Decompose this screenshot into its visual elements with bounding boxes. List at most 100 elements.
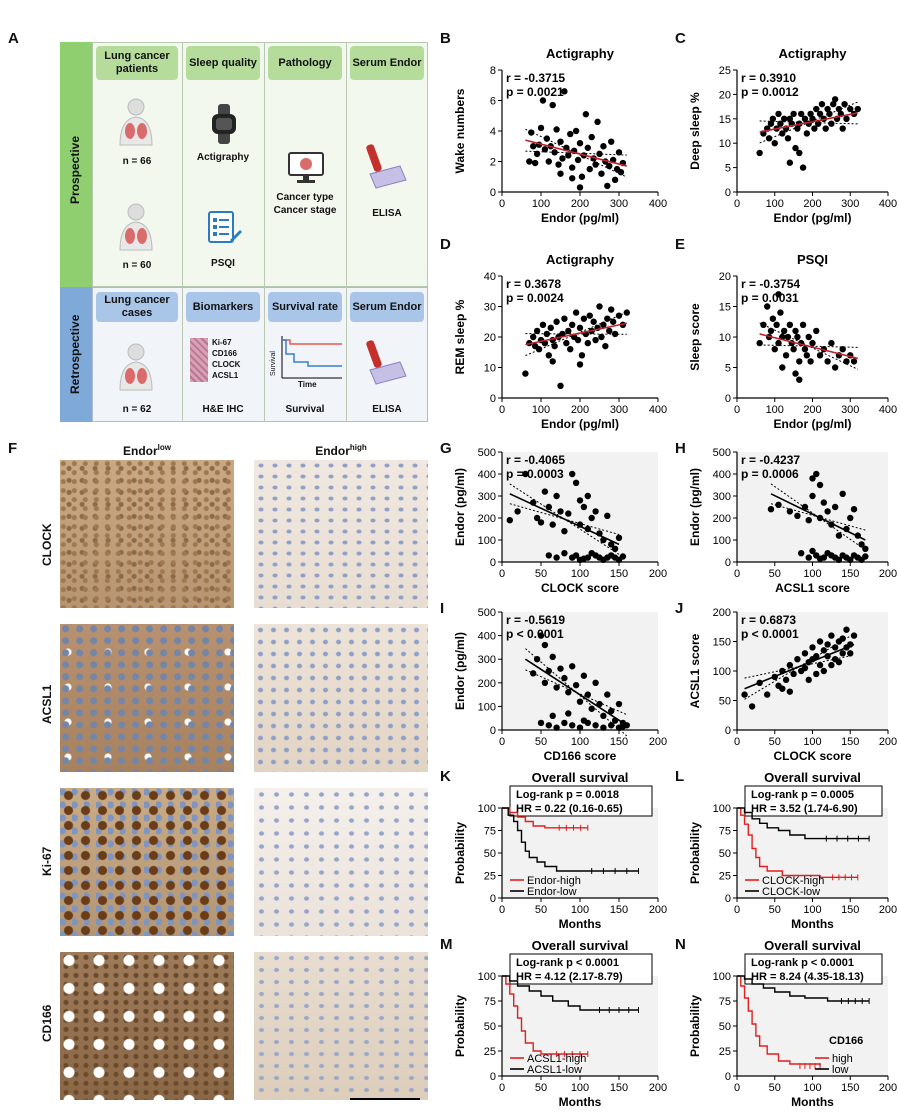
- data-point: [828, 661, 835, 669]
- survival-curve: [502, 975, 639, 1011]
- survival-curve: [502, 807, 588, 829]
- data-point: [816, 352, 824, 359]
- data-point: [809, 115, 816, 123]
- survival-curve: [737, 975, 870, 1002]
- data-point: [588, 705, 595, 712]
- y-tick-label: 5: [725, 363, 731, 375]
- data-point: [551, 342, 558, 350]
- data-point: [796, 376, 803, 383]
- x-tick-label: 100: [803, 736, 821, 748]
- data-point: [805, 676, 812, 684]
- r-value: r = -0.4237: [741, 453, 800, 467]
- p-value: p = 0.0024: [506, 291, 564, 305]
- data-point: [816, 661, 824, 669]
- regression-line: [509, 493, 620, 546]
- data-point: [580, 315, 588, 322]
- y-tick-label: 0: [490, 557, 496, 569]
- data-point: [608, 138, 615, 145]
- header-pathology: Pathology: [268, 46, 342, 80]
- patient-lungs-icon: [119, 343, 153, 391]
- watch-icon: [212, 104, 236, 144]
- x-tick-label: 100: [803, 1082, 821, 1094]
- data-point: [826, 110, 833, 118]
- data-point: [828, 632, 835, 639]
- x-tick-label: 50: [769, 904, 781, 916]
- header-biomarkers: Biomarkers: [186, 292, 260, 322]
- x-tick-label: 150: [610, 736, 628, 748]
- data-point: [557, 508, 564, 515]
- data-point: [551, 149, 558, 156]
- data-point: [590, 318, 597, 325]
- y-tick-label: 15: [719, 302, 731, 314]
- patient-lungs-icon: [119, 98, 153, 146]
- data-point: [809, 475, 816, 482]
- data-point: [606, 162, 613, 170]
- y-tick-label: 75: [484, 826, 496, 838]
- data-point: [773, 321, 780, 328]
- data-point: [809, 339, 816, 347]
- data-point: [748, 703, 756, 710]
- data-point: [767, 506, 775, 513]
- data-point: [598, 170, 605, 177]
- y-tick-label: 75: [484, 996, 496, 1008]
- x-axis-label: Endor (pg/ml): [774, 417, 852, 431]
- data-point: [850, 358, 858, 365]
- cancer-type-label: Cancer type: [276, 192, 334, 203]
- panel-label-e: E: [675, 236, 686, 253]
- y-tick-label: 300: [713, 491, 731, 503]
- y-tick-label: 100: [478, 803, 496, 815]
- hazard-ratio: HR = 0.22 (0.16-0.65): [516, 803, 623, 815]
- data-point: [820, 667, 828, 675]
- data-point: [619, 723, 627, 730]
- marker-cd166: CD166: [212, 349, 237, 358]
- retrospective-label: Retrospective: [68, 314, 82, 394]
- x-axis-label: Months: [559, 1095, 602, 1109]
- data-point: [615, 149, 623, 156]
- data-point: [569, 164, 576, 171]
- y-tick-label: 25: [484, 871, 496, 883]
- data-point: [584, 144, 591, 151]
- data-point: [563, 339, 570, 347]
- plot-svg: 0 50 100 150 200 0 100 200 300 400 500 CLOCK score E…: [453, 447, 667, 595]
- data-point: [816, 555, 824, 562]
- y-tick-label: 100: [713, 803, 731, 815]
- y-axis-label: Sleep score: [688, 303, 702, 371]
- cancer-stage-label: Cancer stage: [273, 205, 337, 216]
- data-point: [578, 352, 586, 359]
- data-point: [545, 552, 552, 559]
- plot-svg: 0 100 200 300 400 0 5 10 15 20 Endor (pg/ml) Sleep …: [688, 252, 897, 431]
- y-tick-label: 0: [725, 893, 731, 905]
- blood-tube-icon: [366, 340, 407, 385]
- data-point: [576, 324, 584, 332]
- row-label-acsl1: ACSL1: [40, 684, 54, 724]
- data-point: [565, 510, 572, 517]
- y-tick-label: 500: [478, 607, 496, 619]
- y-axis-label: Endor (pg/ml): [453, 468, 467, 546]
- data-point: [767, 327, 775, 335]
- km-title: Overall survival: [532, 938, 629, 953]
- p-value: p = 0.0003: [506, 467, 564, 481]
- km-title: Overall survival: [532, 770, 629, 785]
- data-point: [569, 175, 576, 182]
- panel-label-h: H: [675, 440, 686, 457]
- x-axis-label: Months: [559, 917, 602, 931]
- x-tick-label: 50: [535, 1082, 547, 1094]
- data-point: [563, 144, 570, 151]
- stats-box: [509, 953, 653, 985]
- plot-svg: 0 50 100 150 2000255075100MonthsProbabilityO…: [453, 770, 667, 931]
- data-point: [572, 552, 580, 559]
- n-66-label: n = 66: [122, 156, 152, 167]
- legend-label: ACSL1-low: [527, 1064, 582, 1076]
- data-point: [611, 545, 619, 552]
- data-point: [584, 492, 591, 500]
- data-point: [775, 339, 782, 347]
- data-point: [611, 330, 619, 338]
- data-point: [545, 722, 552, 729]
- legend-label: Endor-low: [527, 886, 577, 898]
- regression-line: [524, 658, 628, 726]
- data-point: [522, 470, 529, 478]
- data-point: [796, 149, 803, 157]
- legend-label: CLOCK-low: [762, 886, 820, 898]
- x-tick-label: 400: [879, 404, 897, 416]
- data-point: [535, 346, 543, 353]
